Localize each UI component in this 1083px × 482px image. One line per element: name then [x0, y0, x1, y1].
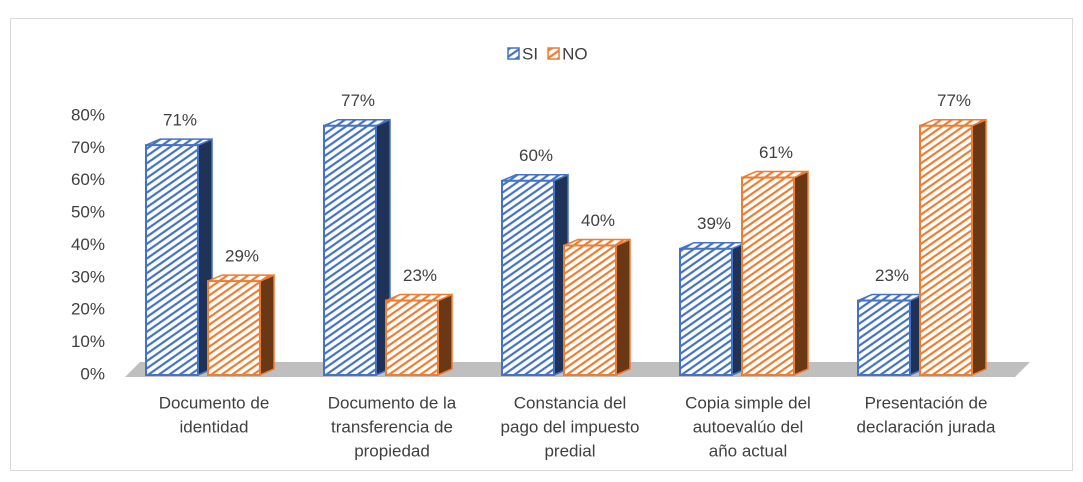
x-tick-label: autoevalúo del — [693, 417, 804, 436]
y-tick-label: 40% — [71, 235, 105, 254]
bar — [919, 124, 973, 377]
bar-side — [971, 118, 987, 377]
x-tick-label: declaración jurada — [857, 417, 996, 436]
x-tick-label: transferencia de — [331, 417, 453, 436]
bar — [679, 247, 733, 376]
legend-swatch — [507, 47, 520, 60]
x-tick-label: Documento de la — [328, 393, 457, 412]
legend-swatch — [547, 47, 560, 60]
y-tick-label: 10% — [71, 332, 105, 351]
legend-label: NO — [562, 44, 588, 63]
value-label: 29% — [225, 247, 259, 266]
bar — [741, 176, 795, 376]
x-tick-label: Documento de — [159, 393, 270, 412]
value-label: 39% — [697, 214, 731, 233]
y-tick-label: 60% — [71, 170, 105, 189]
bar — [385, 299, 439, 377]
y-tick-label: 20% — [71, 300, 105, 319]
x-tick-label: Presentación de — [865, 393, 988, 412]
y-tick-label: 0% — [80, 364, 105, 383]
value-label: 77% — [937, 91, 971, 110]
x-tick-label: propiedad — [354, 441, 430, 460]
value-label: 77% — [341, 91, 375, 110]
value-label: 40% — [581, 211, 615, 230]
value-label: 71% — [163, 111, 197, 130]
x-tick-label: Constancia del — [514, 393, 626, 412]
bar — [207, 280, 261, 376]
x-tick-label: Copia simple del — [685, 393, 811, 412]
bar — [145, 144, 199, 376]
value-label: 60% — [519, 146, 553, 165]
bar-side — [615, 238, 631, 377]
value-label: 23% — [403, 266, 437, 285]
bar — [323, 124, 377, 377]
value-label: 23% — [875, 266, 909, 285]
x-tick-label: pago del impuesto — [501, 417, 640, 436]
x-tick-label: identidad — [179, 417, 248, 436]
x-tick-label: año actual — [709, 441, 787, 460]
bar — [857, 299, 911, 377]
bar — [501, 179, 555, 376]
x-tick-label: predial — [544, 441, 595, 460]
y-tick-label: 30% — [71, 267, 105, 286]
y-tick-label: 80% — [71, 105, 105, 124]
bar-side — [259, 273, 275, 377]
value-label: 61% — [759, 143, 793, 162]
bar-side — [793, 170, 809, 377]
y-tick-label: 50% — [71, 203, 105, 222]
y-tick-label: 70% — [71, 138, 105, 157]
legend-label: SI — [522, 44, 538, 63]
bar — [563, 244, 617, 376]
bar-side — [437, 293, 453, 377]
